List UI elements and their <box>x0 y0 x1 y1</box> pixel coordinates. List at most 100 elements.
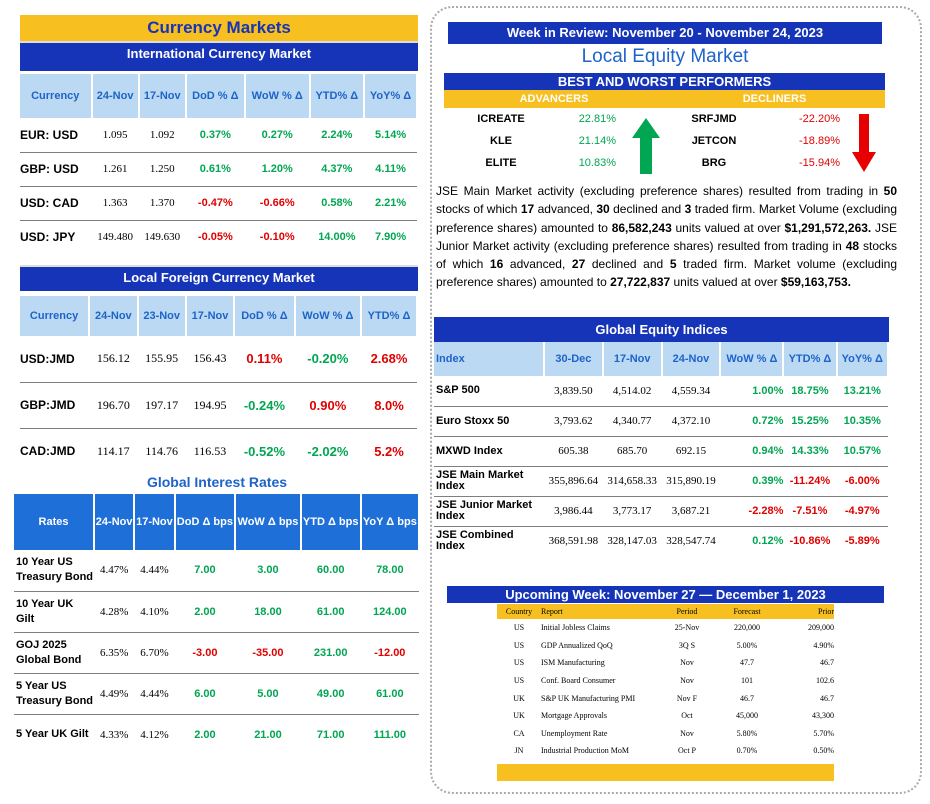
table-cell: -5.89% <box>844 535 880 548</box>
table-cell: 4.10% <box>134 591 175 633</box>
table-cell: -11.24% <box>783 466 837 497</box>
stock-change: 22.81% <box>578 113 616 125</box>
table-row: US GDP Annualized QoQ 3Q S 5.00% 4.90% <box>497 637 834 655</box>
table-cell: 1.250 <box>138 152 186 187</box>
table-cell: 196.70 <box>89 382 138 429</box>
table-cell: 46.7 <box>740 693 754 703</box>
market-commentary: JSE Main Market activity (excluding pref… <box>436 182 897 292</box>
table-cell: CA <box>513 728 525 738</box>
rate-name: 5 Year US Treasury Bond <box>14 673 94 715</box>
column-header: 17-Nov <box>134 494 176 550</box>
column-header: WoW % Δ <box>720 342 785 376</box>
table-cell: 3,793.62 <box>544 406 603 437</box>
table-cell: 10.57% <box>836 436 888 467</box>
table-cell: -0.05% <box>197 231 233 244</box>
international-currency-table: Currency 24-Nov 17-Nov DoD % Δ WoW % Δ Y… <box>20 74 418 254</box>
table-cell: 355,896.64 <box>544 466 603 497</box>
table-header-row: Index 30-Dec 17-Nov 24-Nov WoW % Δ YTD% … <box>434 342 890 376</box>
table-cell: -6.00% <box>836 466 888 497</box>
table-cell: 5.2% <box>374 443 404 459</box>
table-cell: -35.00 <box>235 632 301 674</box>
column-header: 17-Nov <box>602 342 663 376</box>
stock-symbol: KLE <box>490 135 512 147</box>
international-currency-header: International Currency Market <box>20 41 418 71</box>
table-cell: 4.47% <box>94 550 135 592</box>
commentary-text: advanced, <box>503 257 572 272</box>
table-row: US ISM Manufacturing Nov 47.7 46.7 <box>497 654 834 672</box>
interest-rates-title: Global Interest Rates <box>146 474 288 490</box>
column-header: Prior <box>777 604 834 619</box>
list-item: KLE 21.14% <box>446 130 616 152</box>
table-cell: 328,147.03 <box>607 535 657 548</box>
table-row: USD: CAD 1.363 1.370 -0.47% -0.66% 0.58%… <box>20 186 417 221</box>
column-header: DoD % Δ <box>185 74 246 118</box>
column-header: 17-Nov <box>185 296 236 336</box>
table-row: CAD:JMD 114.17 114.76 116.53 -0.52% -2.0… <box>20 428 417 474</box>
column-header: YTD% Δ <box>783 342 838 376</box>
table-cell: UK <box>513 711 525 721</box>
upcoming-week-table: Country Report Period Forecast Prior US … <box>497 604 834 760</box>
stock-change: 10.83% <box>578 157 616 169</box>
stock-change: -15.94% <box>799 157 840 169</box>
column-header: YoY Δ bps <box>360 494 421 550</box>
table-cell: 4,340.77 <box>602 406 662 437</box>
table-row: 10 Year US Treasury Bond 4.47% 4.44% 7.0… <box>14 550 419 592</box>
commentary-text: units valued at over <box>671 220 785 235</box>
column-header: Currency <box>20 74 93 118</box>
table-row: CA Unemployment Rate Nov 5.80% 5.70% <box>497 725 834 743</box>
table-cell: Oct P <box>678 746 696 756</box>
table-cell: US <box>513 676 525 686</box>
table-cell: 4.11% <box>364 152 417 187</box>
table-cell: 0.58% <box>309 186 365 221</box>
table-cell: 4.90% <box>813 640 834 650</box>
stock-symbol: SRFJMD <box>691 113 737 125</box>
stock-change: -22.20% <box>799 113 840 125</box>
commentary-text: advanced, <box>534 202 597 217</box>
table-cell: 1.095 <box>91 118 139 153</box>
table-cell: 0.39% <box>720 466 784 497</box>
table-row: JSE Junior Market Index 3,986.44 3,773.1… <box>434 496 888 527</box>
column-header: Forecast <box>717 604 777 619</box>
currency-pair: GBP:JMD <box>20 382 90 429</box>
table-cell: 1.370 <box>138 186 186 221</box>
commentary-figure: 50 <box>883 184 897 198</box>
table-cell: 4.12% <box>140 728 169 741</box>
column-header: Index <box>434 342 545 376</box>
table-cell: 5.14% <box>364 118 417 153</box>
table-cell: 4.44% <box>134 550 175 592</box>
commentary-text: JSE Junior Market activity (excluding pr… <box>436 220 897 253</box>
table-cell: -12.00 <box>360 632 419 674</box>
decliners-header: DECLINERS <box>664 90 885 108</box>
column-header: YoY% Δ <box>364 74 418 118</box>
column-header: 30-Dec <box>544 342 604 376</box>
index-name: JSE Combined Index <box>436 529 514 553</box>
performers-header: BEST AND WORST PERFORMERS <box>444 73 885 90</box>
rate-name: 5 Year UK Gilt <box>16 728 89 741</box>
table-header-row: Country Report Period Forecast Prior <box>497 604 834 619</box>
table-cell: -0.24% <box>234 382 295 429</box>
global-equity-table: Index 30-Dec 17-Nov 24-Nov WoW % Δ YTD% … <box>434 342 890 556</box>
table-cell: 61.00 <box>360 673 419 715</box>
table-cell: GDP Annualized QoQ <box>541 640 613 650</box>
down-arrow-icon <box>852 114 876 172</box>
table-row: GBP:JMD 196.70 197.17 194.95 -0.24% 0.90… <box>20 382 417 429</box>
commentary-figure: 27 <box>571 257 586 272</box>
table-cell: 116.53 <box>193 443 227 458</box>
table-cell: 1.092 <box>138 118 186 153</box>
table-cell: 2.24% <box>309 118 365 153</box>
table-row: US Conf. Board Consumer Nov 101 102.6 <box>497 672 834 690</box>
advancers-list: ICREATE 22.81% KLE 21.14% ELITE 10.83% <box>446 108 616 174</box>
index-name: Euro Stoxx 50 <box>434 406 544 437</box>
column-header: 24-Nov <box>91 74 140 118</box>
table-cell: 2.21% <box>364 186 417 221</box>
table-cell: 124.00 <box>360 591 419 633</box>
list-item: SRFJMD -22.20% <box>668 108 840 130</box>
table-cell: 3,986.44 <box>544 496 603 527</box>
table-cell: 14.00% <box>318 231 356 244</box>
table-cell: 47.7 <box>740 658 754 668</box>
table-cell: 0.27% <box>244 118 310 153</box>
column-header: 24-Nov <box>89 296 139 336</box>
column-header: DoD Δ bps <box>174 494 237 550</box>
table-cell: 2.00 <box>194 728 216 741</box>
table-cell: Mortgage Approvals <box>541 711 607 721</box>
